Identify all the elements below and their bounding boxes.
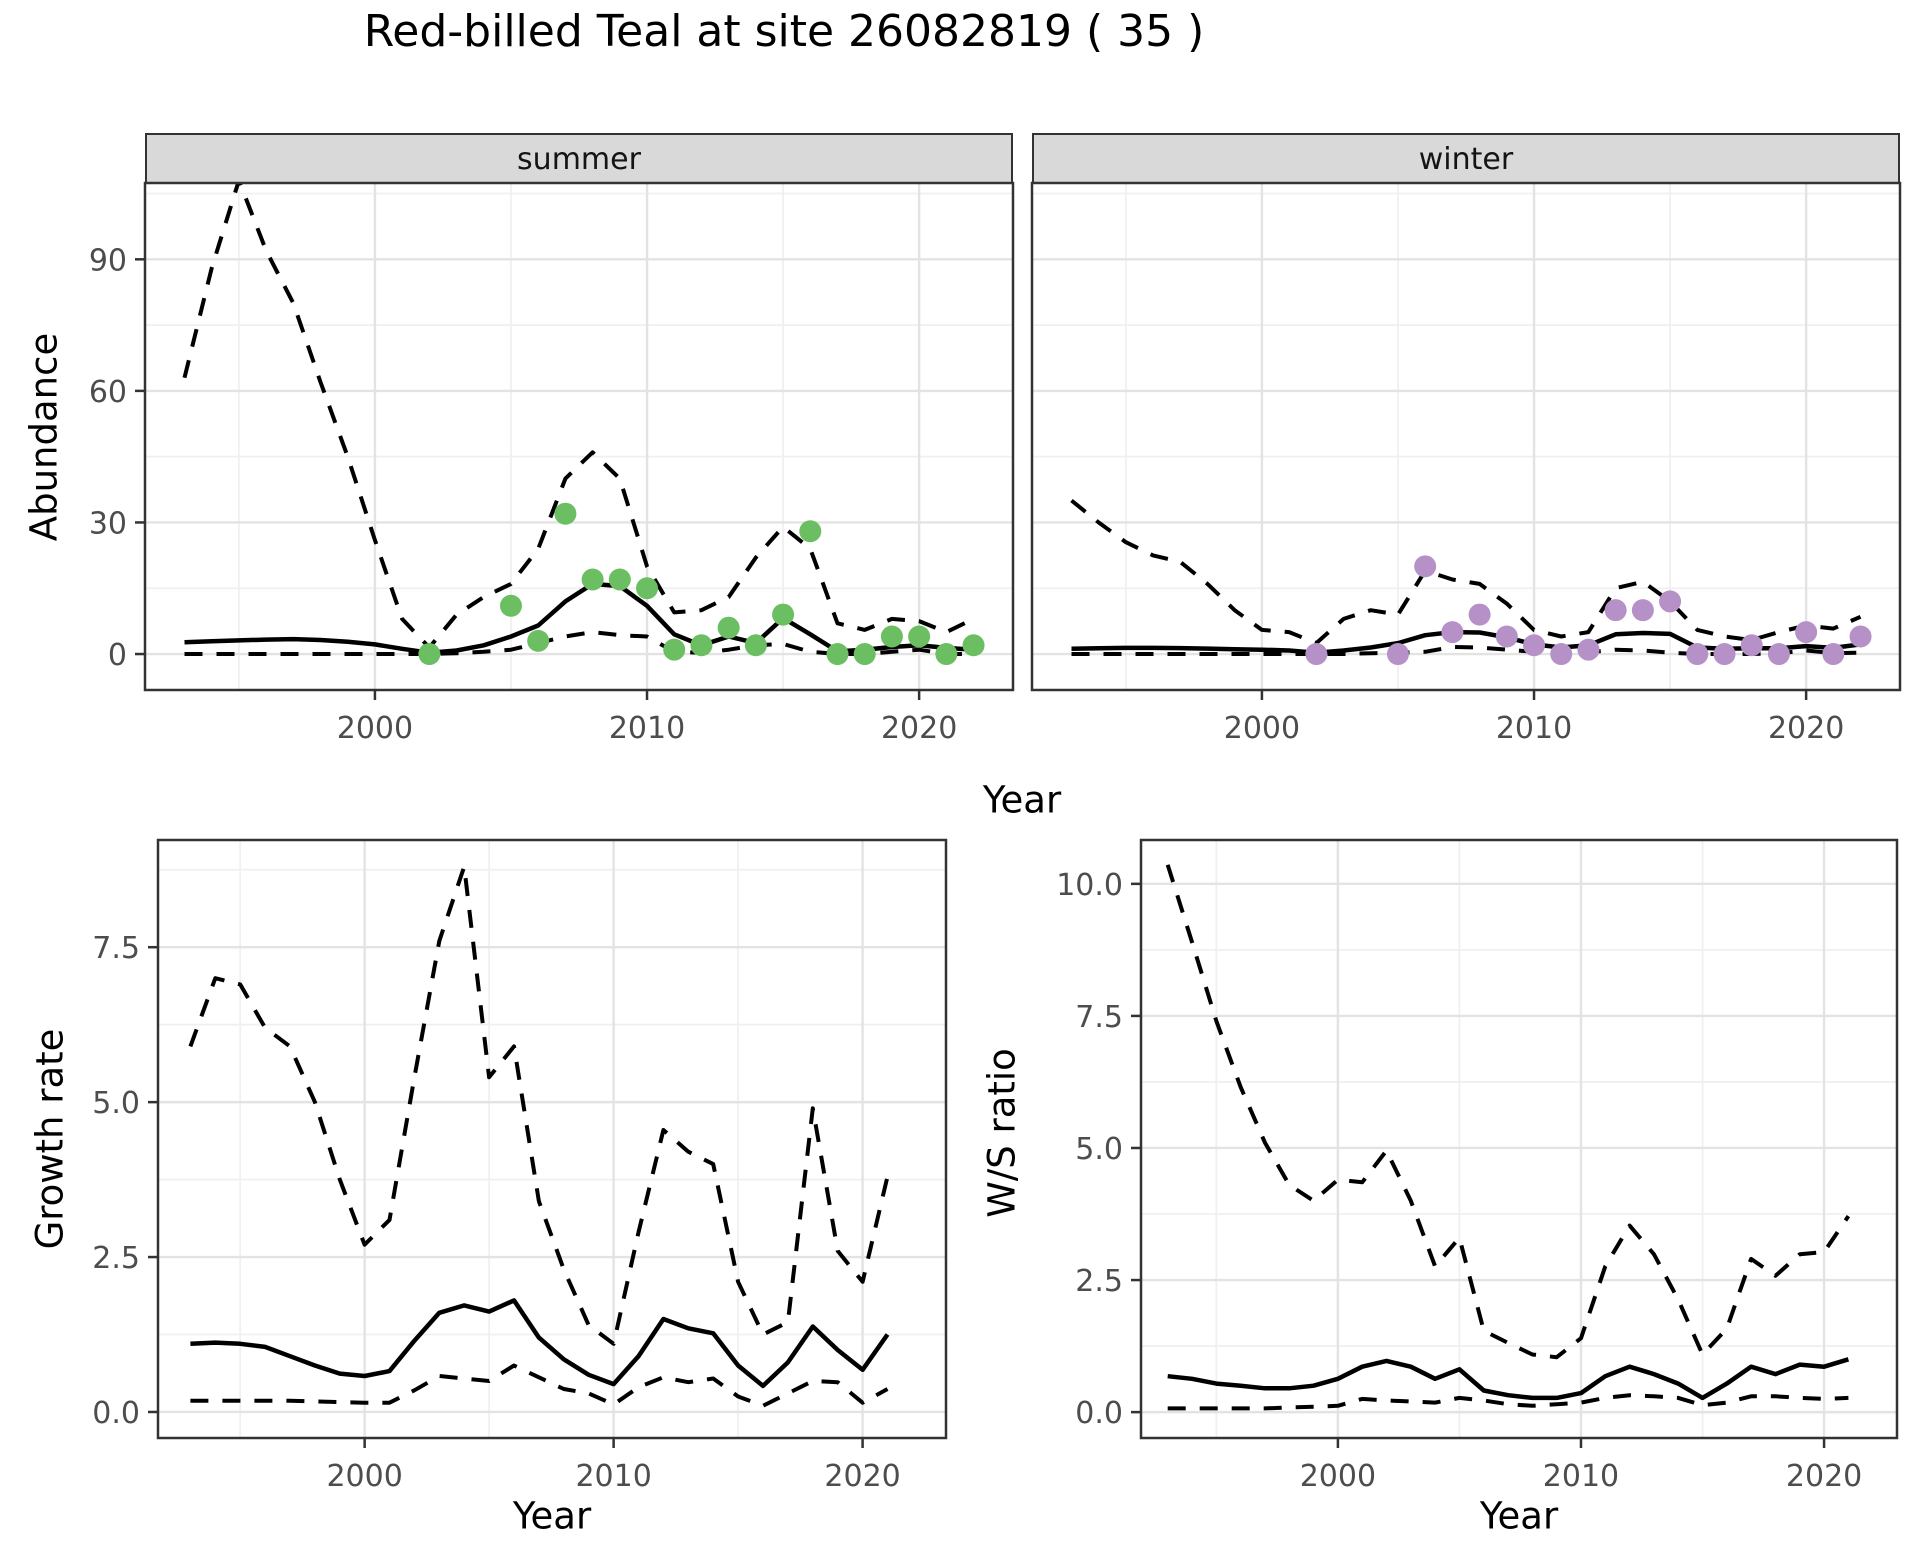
- data-point-summer: [935, 643, 958, 666]
- data-point-winter: [1550, 643, 1573, 666]
- y-tick-label: 5.0: [92, 1086, 140, 1121]
- x-tick-label: 2020: [824, 1459, 900, 1494]
- series-line-mean-ratio: [1167, 1357, 1850, 1401]
- data-point-summer: [499, 594, 522, 617]
- data-point-summer: [744, 634, 767, 657]
- x-tick-label: 2010: [575, 1459, 651, 1494]
- data-point-winter: [1822, 643, 1845, 666]
- panel-background: [145, 183, 1013, 690]
- x-tick-label: 2010: [609, 711, 685, 746]
- data-point-winter: [1631, 599, 1654, 622]
- y-tick-label: 7.5: [1075, 1000, 1123, 1035]
- x-axis-title-top: Year: [982, 778, 1062, 822]
- x-tick-label: 2020: [1768, 711, 1844, 746]
- data-point-winter: [1713, 643, 1736, 666]
- panel-growth: 2000 2010 2020 0.0 2.5 5.0 7.5: [92, 838, 948, 1494]
- x-tick-label: 2000: [326, 1459, 402, 1494]
- y-tick-label: 10.0: [1056, 868, 1123, 903]
- data-point-winter: [1523, 634, 1546, 657]
- x-tick-label: 2000: [337, 711, 413, 746]
- series-line-upper_ci-ratio: [1165, 864, 1851, 1360]
- page-title: Red-billed Teal at site 26082819 ( 35 ): [363, 6, 1205, 57]
- data-point-summer: [554, 502, 577, 525]
- x-tick-label: 2000: [1224, 711, 1300, 746]
- y-tick-label: 5.0: [1075, 1132, 1123, 1167]
- data-point-winter: [1740, 634, 1763, 657]
- data-point-winter: [1767, 643, 1790, 666]
- data-point-summer: [772, 603, 795, 626]
- data-point-summer: [962, 634, 985, 657]
- data-point-summer: [527, 629, 550, 652]
- data-point-winter: [1604, 599, 1627, 622]
- x-tick-label: 2010: [1543, 1459, 1619, 1494]
- data-point-summer: [418, 643, 441, 666]
- panel-background: [1141, 840, 1897, 1438]
- y-tick-label: 0: [108, 638, 127, 673]
- y-tick-label: 2.5: [92, 1241, 140, 1276]
- series-group: [188, 864, 890, 1408]
- data-point-winter: [1849, 625, 1872, 648]
- data-point-summer: [853, 643, 876, 666]
- points-group: [1305, 555, 1872, 666]
- x-tick-label: 2020: [881, 711, 957, 746]
- y-tick-label: 60: [89, 375, 127, 410]
- y-tick-label: 2.5: [1075, 1264, 1123, 1299]
- y-tick-label: 7.5: [92, 931, 140, 966]
- series-line-lower_ci-growth: [190, 1363, 889, 1408]
- data-point-summer: [880, 625, 903, 648]
- data-point-winter: [1414, 555, 1437, 578]
- data-point-winter: [1441, 621, 1464, 644]
- data-point-summer: [717, 616, 740, 639]
- y-tick-label: 90: [89, 243, 127, 278]
- y-tick-label: 0.0: [92, 1396, 140, 1431]
- data-point-summer: [826, 643, 849, 666]
- series-line-lower_ci-summer: [184, 630, 974, 656]
- panel-ratio: 2000 2010 2020 0.0 2.5 5.0 7.5 10.0: [1056, 838, 1899, 1494]
- facet-strip-summer: summer: [145, 133, 1013, 185]
- data-point-summer: [636, 577, 659, 600]
- data-point-winter: [1495, 625, 1518, 648]
- x-tick-label: 2010: [1496, 711, 1572, 746]
- y-tick-label: 30: [89, 506, 127, 541]
- data-point-winter: [1795, 621, 1818, 644]
- data-point-winter: [1686, 643, 1709, 666]
- data-point-summer: [608, 568, 631, 591]
- series-line-upper_ci-summer: [182, 183, 975, 650]
- x-tick-label: 2000: [1300, 1459, 1376, 1494]
- facet-strip-winter: winter: [1032, 133, 1900, 185]
- data-point-summer: [908, 625, 931, 648]
- x-tick-label: 2020: [1786, 1459, 1862, 1494]
- data-point-summer: [799, 520, 822, 543]
- panel-border: [1030, 181, 1902, 692]
- panel-background: [158, 840, 946, 1438]
- data-point-summer: [663, 638, 686, 661]
- series-line-lower_ci-winter: [1071, 645, 1861, 656]
- panel-border: [1139, 838, 1899, 1440]
- data-point-summer: [690, 634, 713, 657]
- series-line-mean-growth: [190, 1298, 890, 1389]
- facet-strip-label: summer: [517, 141, 641, 177]
- panel-summer: 2000 2010 2020 0 30 60 90: [89, 181, 1015, 746]
- points-group: [418, 502, 985, 666]
- panel-border: [156, 838, 948, 1440]
- x-axis-title-ws-ratio: Year: [1479, 1494, 1559, 1538]
- series-line-upper_ci-winter: [1070, 498, 1862, 646]
- y-tick-label: 0.0: [1075, 1396, 1123, 1431]
- data-point-summer: [581, 568, 604, 591]
- series-group: [1165, 864, 1851, 1411]
- data-point-winter: [1386, 643, 1409, 666]
- panel-winter: 2000 2010 2020: [1030, 181, 1902, 746]
- data-point-winter: [1659, 590, 1682, 613]
- data-point-winter: [1305, 643, 1328, 666]
- x-axis-title-growth-rate: Year: [512, 1494, 592, 1538]
- data-point-winter: [1468, 603, 1491, 626]
- panel-border: [143, 181, 1015, 692]
- series-line-lower_ci-ratio: [1167, 1393, 1849, 1411]
- facet-strip-label: winter: [1418, 141, 1514, 177]
- series-line-upper_ci-growth: [188, 864, 890, 1346]
- data-point-winter: [1577, 638, 1600, 661]
- panel-background: [1032, 183, 1900, 690]
